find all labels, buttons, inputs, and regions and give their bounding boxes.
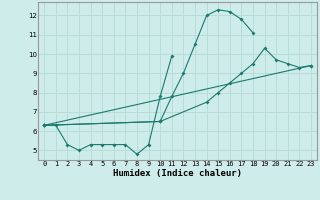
- X-axis label: Humidex (Indice chaleur): Humidex (Indice chaleur): [113, 169, 242, 178]
